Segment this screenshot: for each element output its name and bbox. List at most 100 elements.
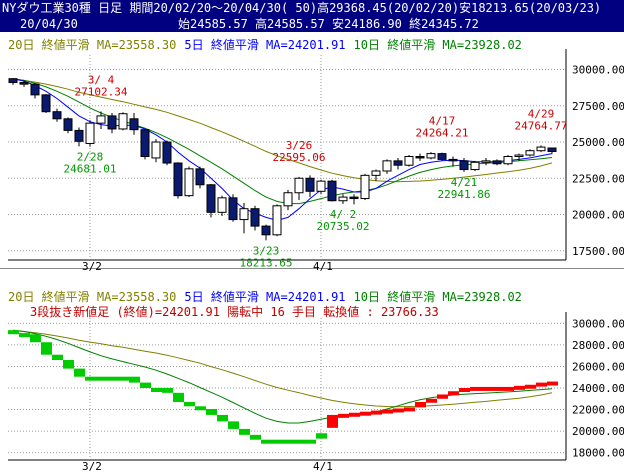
candle [415,156,425,159]
candle [140,129,150,158]
tlb-box [217,414,228,422]
tlb-box [261,439,272,444]
tlb-box [349,412,360,417]
legend-ma5: 5日 終値平滑 MA=24201.91 [184,38,346,52]
tlb-ytick-label: 24000.00 [572,382,624,395]
annotation-date: 4/ 2 [330,208,357,221]
tlb-box [195,406,206,411]
candle [503,156,513,165]
candle [162,141,172,164]
sanpan-info: 3段抜き新値足 (終値)=24201.91 陽転中 16 手目 転換値 : 23… [30,305,439,319]
tlb-box [371,410,382,415]
annotation-value: 18213.65 [240,256,293,269]
chart-title: NYダウ工業30種 日足 期間20/02/20～20/04/30( 50)高29… [2,1,602,15]
ohlc-readout: 始24585.57 高24585.57 安24186.90 終24345.72 [178,17,479,31]
price-xtick-label: 3/2 [82,260,102,273]
tlb-box [283,439,294,444]
candle [96,115,106,124]
price-ytick-label: 30000.00 [572,64,624,77]
tlb-box [74,368,85,377]
tlb-box [448,391,459,396]
tlb-box [404,407,415,412]
candle [151,141,161,159]
tlb-box [459,388,470,392]
tlb-box [470,386,481,391]
candle [547,147,557,152]
annotation-date: 3/ 4 [88,74,115,87]
candle [30,83,40,96]
candle [118,113,128,130]
tlb-box [547,381,558,386]
candle [404,156,414,166]
candle [481,160,491,163]
tlb-box [338,413,349,418]
candle [129,118,139,131]
tlb-ytick-label: 20000.00 [572,425,624,438]
tlb-box [184,402,195,407]
tlb-box [228,421,239,429]
tlb-ma10-line [12,329,553,424]
tlb-box [107,376,118,381]
tlb-box [96,376,107,381]
candle [316,180,326,192]
tlb-box [503,386,514,391]
candle [52,111,62,120]
tlb-box [239,428,250,435]
tlb-box [8,330,19,335]
candle [19,82,29,85]
ma20-line [12,78,553,183]
pane-separator [0,268,624,269]
annotation-date: 4/21 [451,176,478,189]
tlb-box [492,386,503,391]
candle [448,158,458,162]
tlb-box [294,439,305,444]
candle [239,208,249,221]
annotation-date: 3/26 [286,139,313,152]
candle [470,161,480,171]
price-ytick-label: 20000.00 [572,209,624,222]
tlb-box [536,382,547,387]
legend-ma20-bottom: 20日 終値平滑 MA=23558.30 [8,290,177,304]
annotation-value: 22595.06 [273,151,326,164]
candle [63,118,73,131]
candle [382,160,392,172]
tlb-box [250,434,261,440]
tlb-box [63,360,74,369]
tlb-box [129,376,140,383]
tlb-box [30,334,41,343]
annotation-date: 3/23 [253,244,280,257]
tlb-box [52,354,63,360]
candle [74,129,84,142]
tlb-box [206,409,217,415]
annotation-value: 24264.21 [416,127,469,140]
tlb-box [19,333,30,338]
annotation-value: 24764.77 [515,119,568,132]
candle [338,196,348,202]
tlb-box [85,376,96,381]
candle [107,115,117,130]
annotation-date: 4/29 [528,107,555,120]
candle [217,197,227,213]
tlb-ytick-label: 18000.00 [572,447,624,460]
candle [184,168,194,197]
candle [283,192,293,207]
legend-ma10-bottom: 10日 終値平滑 MA=23928.02 [353,290,522,304]
annotation-value: 22941.86 [438,188,491,201]
annotation-date: 2/28 [77,151,104,164]
candle [349,196,359,200]
tlb-box [393,408,404,413]
candle [206,184,216,213]
tlb-box [415,402,426,408]
candle [514,154,524,158]
bottom-legend: 20日 終値平滑 MA=23558.30 5日 終値平滑 MA=24201.91 1… [8,290,530,304]
candle [195,168,205,186]
candle [360,174,370,200]
title-bar: NYダウ工業30種 日足 期間20/02/20～20/04/30( 50)高29… [0,0,624,17]
price-ytick-label: 27500.00 [572,100,624,113]
tlb-xtick-label: 4/1 [313,460,333,473]
price-ytick-label: 22500.00 [572,172,624,185]
candle [305,177,315,192]
candle [492,160,502,165]
tlb-box [514,385,525,390]
tlb-box [525,384,536,389]
